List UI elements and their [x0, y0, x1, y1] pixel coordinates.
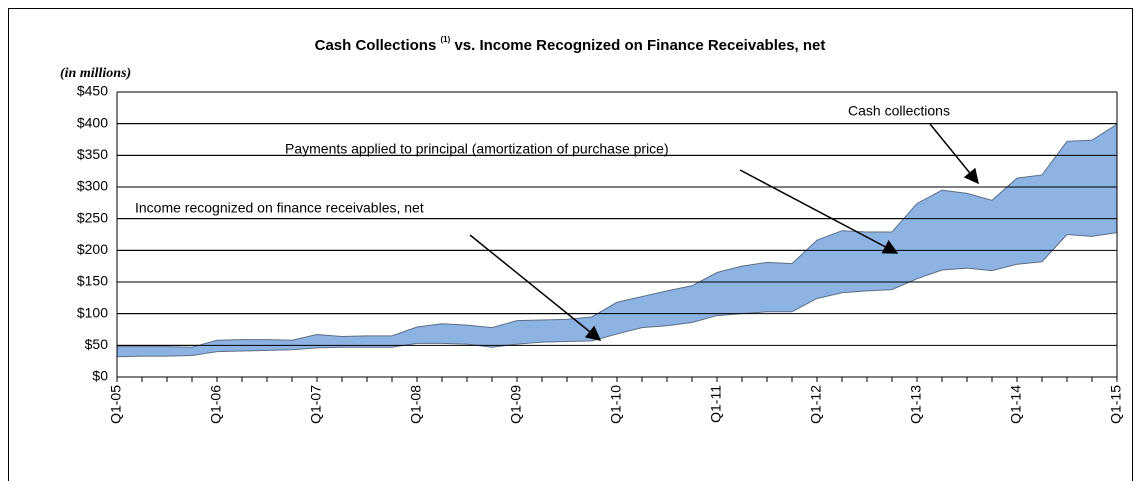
y-tick-label: $250	[77, 209, 108, 225]
title-part: vs. Income Recognized on Finance Receiva…	[454, 37, 825, 54]
y-tick-label: $450	[77, 83, 108, 99]
x-tick-label: Q1-15	[1108, 385, 1124, 424]
x-tick-label: Q1-08	[408, 385, 424, 424]
y-tick-label: $150	[77, 273, 108, 289]
y-tick-label: $400	[77, 114, 108, 130]
annotation-arrow	[739, 169, 899, 254]
title-part: Cash Collections	[315, 37, 437, 54]
area-base	[117, 232, 1117, 377]
x-tick-label: Q1-06	[208, 385, 224, 424]
plot: $0 $50 $100 $150 $200 $250 $300 $350 $400 $450 Q1-…	[77, 83, 1124, 424]
y-tick-label: $300	[77, 178, 108, 194]
y-tick-label: $350	[77, 146, 108, 162]
x-tick-label: Q1-05	[108, 385, 124, 424]
x-tick-label: Q1-07	[308, 385, 324, 424]
title-note: (1)	[440, 35, 450, 44]
frame	[8, 8, 1133, 481]
x-tick-label: Q1-14	[1008, 385, 1024, 424]
area-fill	[117, 124, 1117, 357]
annotation: Income recognized on finance receivables…	[135, 200, 424, 216]
annotation: Payments applied to principal (amortizat…	[285, 141, 669, 157]
y-tick-label: $50	[85, 336, 109, 352]
x-tick-label: Q1-10	[608, 385, 624, 424]
series-line	[117, 123, 1118, 348]
annotation-arrow	[469, 234, 602, 341]
series-line	[116, 232, 1118, 358]
y-tick-label: $200	[77, 241, 108, 257]
y-tick-label: $100	[77, 304, 108, 320]
x-tick-label: Q1-09	[508, 385, 524, 424]
x-tick-label: Q1-13	[908, 385, 924, 424]
x-tick-label: Q1-11	[708, 385, 724, 423]
y-tick-label: $0	[92, 368, 108, 384]
subtitle: (in millions)	[60, 66, 131, 81]
chart-title: Cash Collections (1) vs. Income Recogniz…	[315, 31, 826, 54]
annotation: Cash collections	[848, 103, 950, 119]
x-tick-label: Q1-12	[808, 385, 824, 424]
annotation-arrow	[929, 123, 979, 185]
